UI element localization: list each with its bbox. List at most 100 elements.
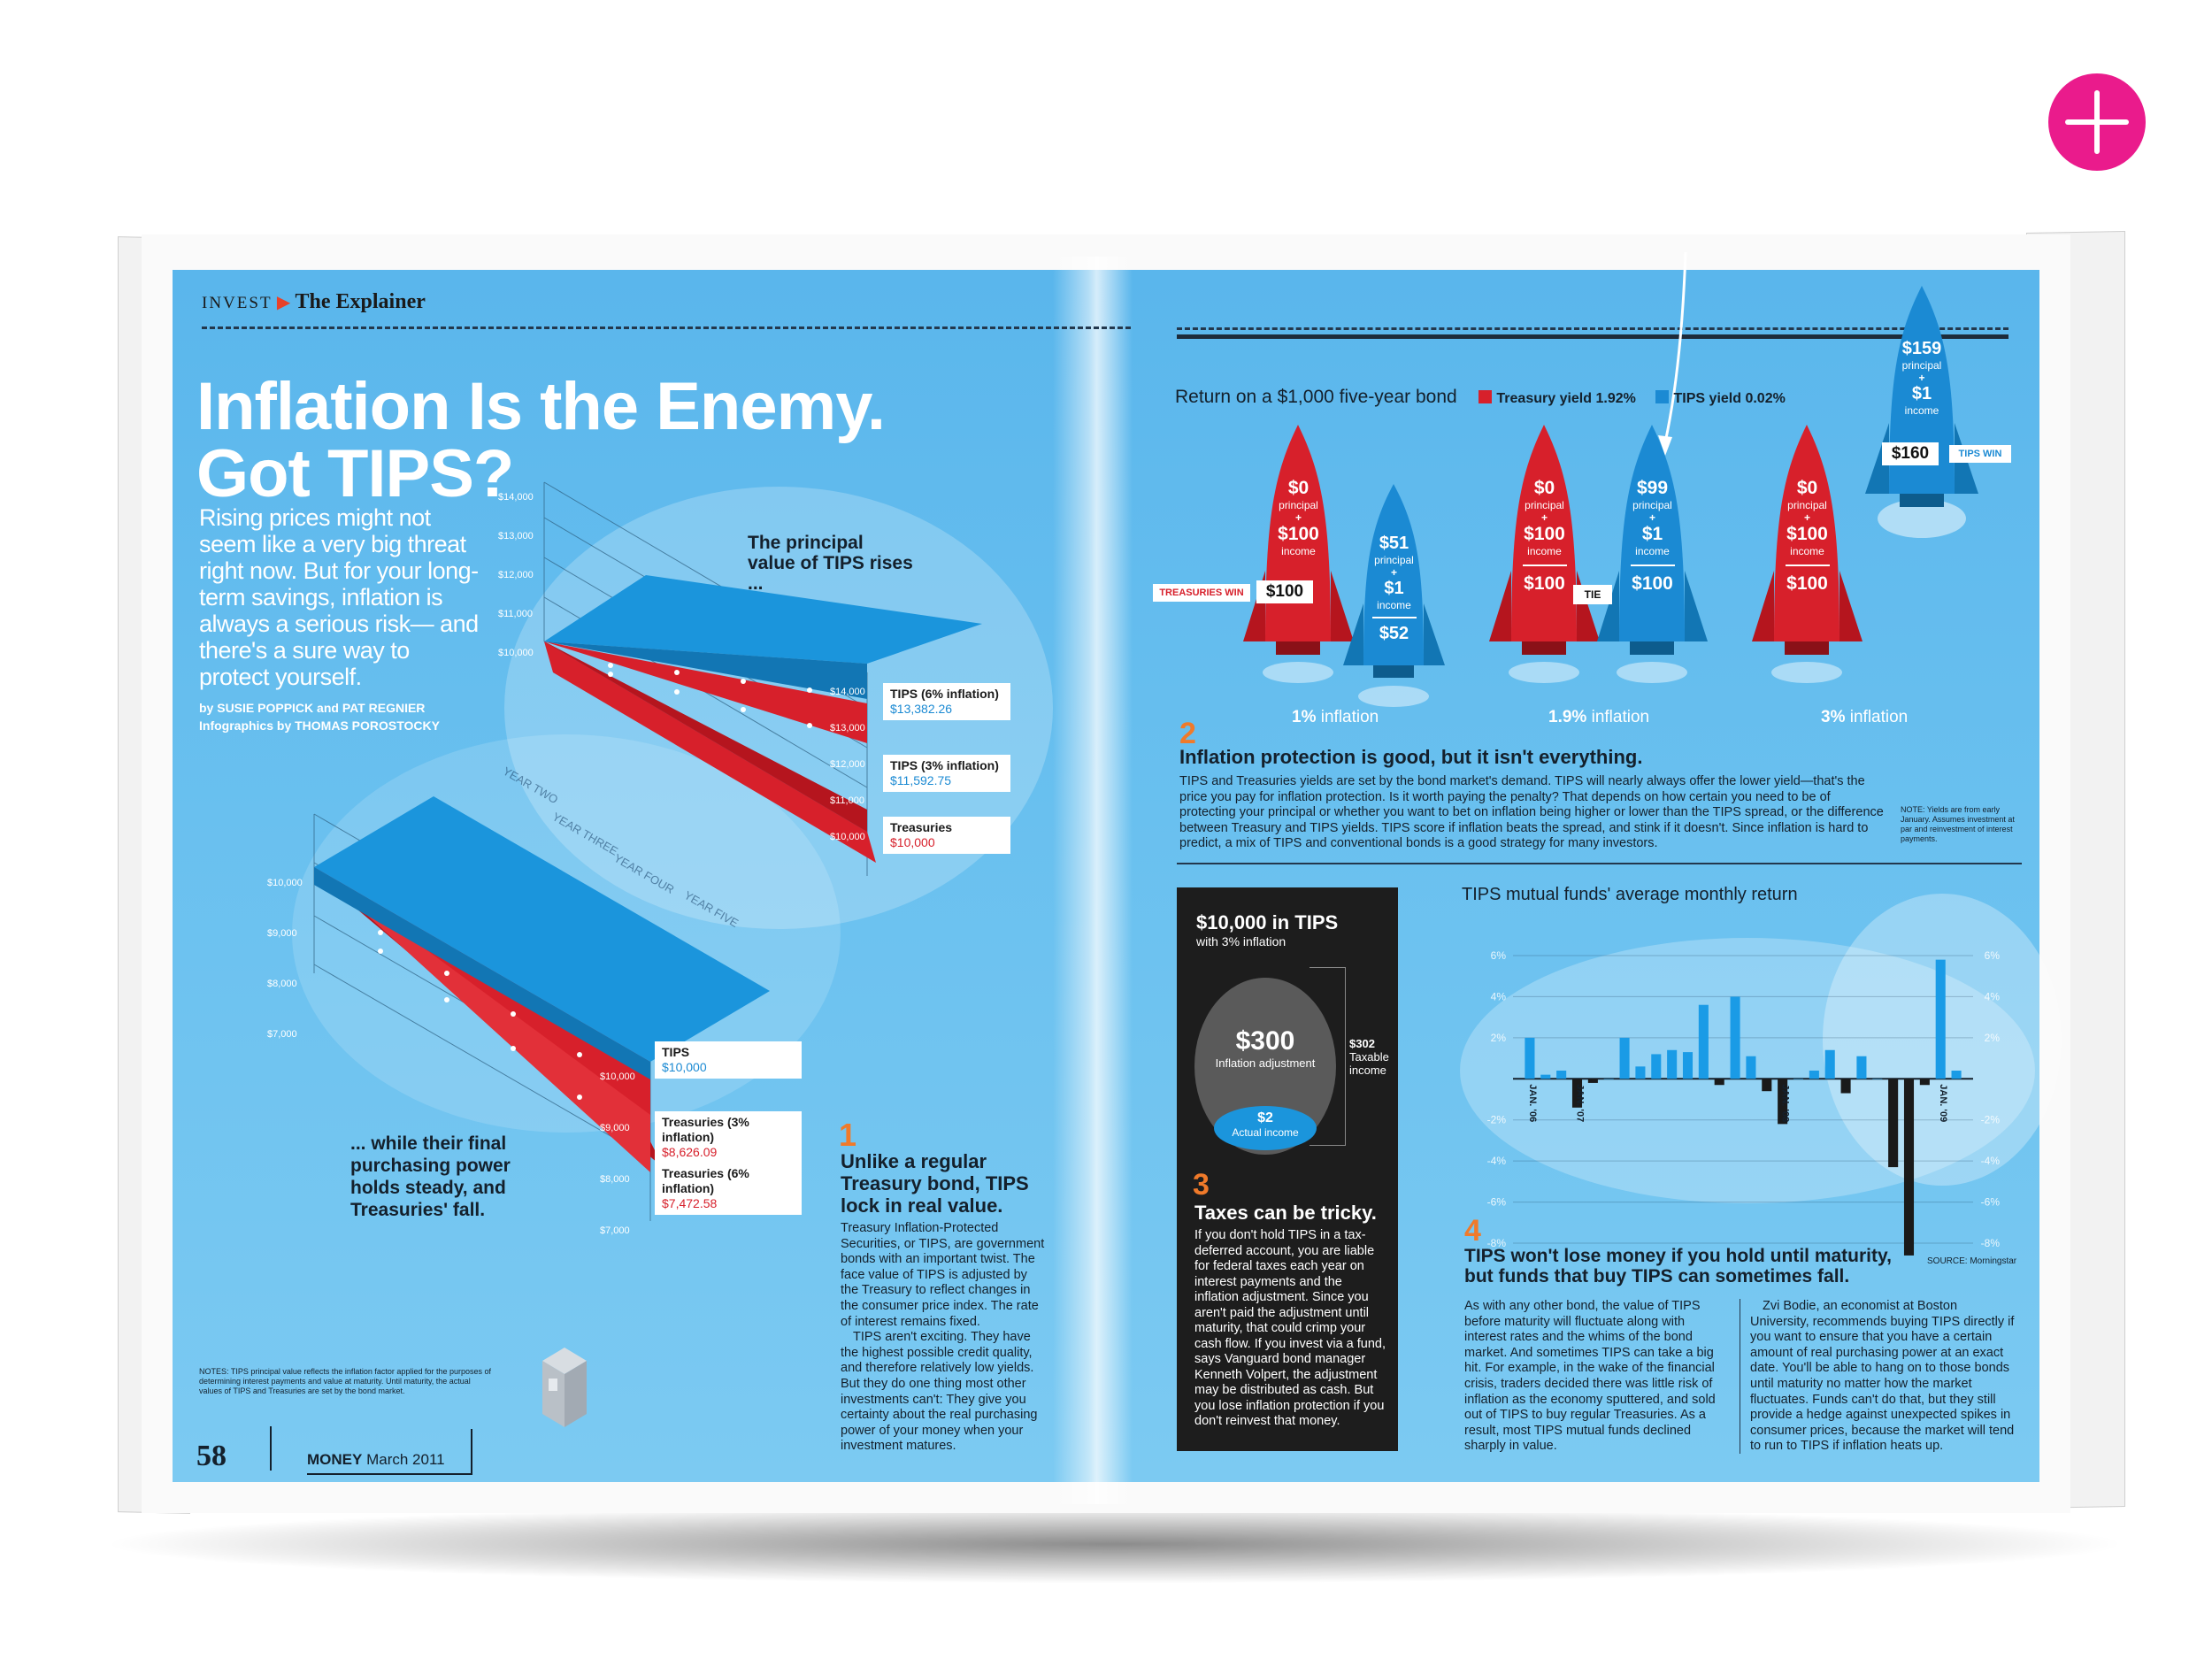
actual-income-bubble [1214, 1106, 1317, 1150]
x-tick-label: JAN. '07 [1575, 1084, 1586, 1122]
y-tick-label: 2% [1985, 1032, 2001, 1044]
magazine-shadow [97, 1504, 2132, 1584]
principal-value: $99 [1636, 478, 1669, 498]
income-label: income [1527, 545, 1562, 557]
section-header: INVEST ▶ The Explainer [202, 290, 426, 314]
bar [1556, 1071, 1567, 1079]
legend-tips-swatch [1655, 390, 1669, 403]
y-tick-label: 4% [1491, 990, 1507, 1002]
iso-lower-right-ticks: $10,000 $9,000 $8,000 $7,000 [600, 1051, 635, 1256]
bar [1778, 1079, 1788, 1125]
headline-line2: Got TIPS? [196, 436, 514, 511]
income-label: income [1635, 545, 1670, 557]
income-label: income [1377, 599, 1411, 611]
adjustment-value: $300 [1235, 1026, 1295, 1056]
inflation-rate: 3% [1821, 708, 1846, 726]
bar [1619, 1037, 1630, 1079]
bracket-line [1310, 967, 1346, 1146]
building-icon [538, 1343, 591, 1436]
income-label: income [1790, 545, 1824, 557]
bar [1809, 1071, 1819, 1079]
iso-lower-caption: ... while their final purchasing power h… [350, 1133, 511, 1220]
section2-body: TIPS and Treasuries yields are set by th… [1179, 774, 1884, 851]
rocket-tips-3-text: $159 principal + $1 income [1879, 339, 1964, 417]
tick-label: $10,000 [830, 832, 865, 842]
bar [1935, 959, 1946, 1079]
bar [1698, 1004, 1709, 1079]
y-tick-label: -4% [1487, 1155, 1507, 1167]
divider [1371, 617, 1417, 618]
section1-head: Unlike a regular Treasury bond, TIPS loc… [841, 1150, 1029, 1217]
income-value: $1 [1384, 579, 1404, 598]
plus-sign: + [1390, 566, 1397, 579]
tick-label: $11,000 [498, 609, 533, 619]
taxable-label: Taxable income [1349, 1050, 1389, 1077]
legend-treasury: Treasury yield 1.92% [1496, 391, 1636, 406]
bar-chart-title: TIPS mutual funds' average monthly retur… [1462, 885, 1798, 904]
label-value: $10,000 [662, 1060, 707, 1074]
section2-number: 2 [1179, 717, 1196, 750]
y-tick-label: 6% [1491, 949, 1507, 962]
tick-label: $9,000 [600, 1123, 630, 1133]
income-value: $100 [1786, 524, 1828, 544]
black-box-title: $10,000 in TIPS with 3% inflation [1196, 911, 1338, 949]
label-tips: TIPS $10,000 [655, 1041, 802, 1079]
triangle-arrow-icon: ▶ [276, 293, 291, 312]
tick-label: $8,000 [267, 979, 297, 989]
section3-head: Taxes can be tricky. [1194, 1202, 1377, 1224]
label-value: $7,472.58 [662, 1196, 718, 1210]
y-tick-label: -8% [1487, 1237, 1507, 1249]
bar [1587, 1079, 1598, 1083]
label-value: $11,592.75 [890, 773, 952, 787]
principal-value: $51 [1379, 534, 1409, 553]
principal-value: $159 [1901, 339, 1942, 358]
black-box-title-text: $10,000 in TIPS [1196, 911, 1339, 933]
rocket-treasury-2-text: $0 principal + $100 income $100 [1502, 478, 1586, 595]
footer-mag: MONEY March 2011 [307, 1451, 445, 1469]
inflation-adjustment-text: $300 Inflation adjustment [1194, 1026, 1336, 1070]
inflation-rate: 1.9% [1548, 708, 1587, 726]
inflation-label-3: 3% inflation [1821, 708, 1908, 727]
tick-label: $10,000 [498, 648, 534, 658]
principal-label: principal [1374, 554, 1414, 566]
tick-label: $13,000 [830, 723, 865, 733]
label-treasuries-6: Treasuries (6% inflation) $7,472.58 [655, 1163, 802, 1215]
income-value: $1 [1641, 524, 1663, 544]
taxable-value: $302 [1349, 1037, 1375, 1050]
divider [1630, 565, 1675, 566]
footer-mag-name: MONEY [307, 1451, 363, 1468]
iso-upper-ticks: $14,000 $13,000 $12,000 $11,000 $10,000 [498, 478, 534, 672]
income-value: $100 [1524, 524, 1565, 544]
bar [1730, 996, 1740, 1079]
section1-para: TIPS aren't exciting. They have the high… [841, 1330, 1038, 1454]
label-tips-3: TIPS (3% inflation) $11,592.75 [883, 755, 1010, 792]
rocket-tips-2-text: $99 principal + $1 income $100 [1610, 478, 1694, 595]
inflation-word: inflation [1586, 708, 1650, 726]
plus-sign: + [1918, 372, 1925, 384]
y-tick-label: -2% [1981, 1114, 2001, 1126]
page-number: 58 [196, 1440, 227, 1472]
principal-label: principal [1787, 499, 1827, 511]
principal-label: principal [1632, 499, 1672, 511]
section2-head: Inflation protection is good, but it isn… [1179, 746, 1643, 768]
total-value: $52 [1379, 624, 1409, 643]
footer-rule-end [471, 1429, 472, 1475]
bar [1762, 1079, 1772, 1092]
badge-treasuries-win: TREASURIES WIN [1153, 584, 1250, 602]
bar [1746, 1056, 1756, 1079]
section4-col1: As with any other bond, the value of TIP… [1464, 1299, 1716, 1454]
rocket-treasury-3-text: $0 principal + $100 income $100 [1765, 478, 1849, 595]
label-value: $10,000 [890, 835, 935, 849]
plus-icon [2065, 90, 2129, 154]
badge-tie: TIE [1573, 585, 1612, 604]
byline-graphics: Infographics by THOMAS POROSTOCKY [199, 718, 440, 733]
bar [1903, 1079, 1915, 1256]
y-tick-label: -6% [1487, 1196, 1507, 1209]
inflation-rate: 1% [1292, 708, 1317, 726]
byline-authors: by SUSIE POPPICK and PAT REGNIER [199, 701, 426, 715]
add-button[interactable] [2048, 73, 2146, 171]
legend-tips: TIPS yield 0.02% [1673, 391, 1786, 406]
principal-value: $0 [1796, 478, 1818, 498]
actual-income-text: $2 Actual income [1214, 1111, 1317, 1140]
byline: by SUSIE POPPICK and PAT REGNIER Infogra… [199, 699, 440, 734]
